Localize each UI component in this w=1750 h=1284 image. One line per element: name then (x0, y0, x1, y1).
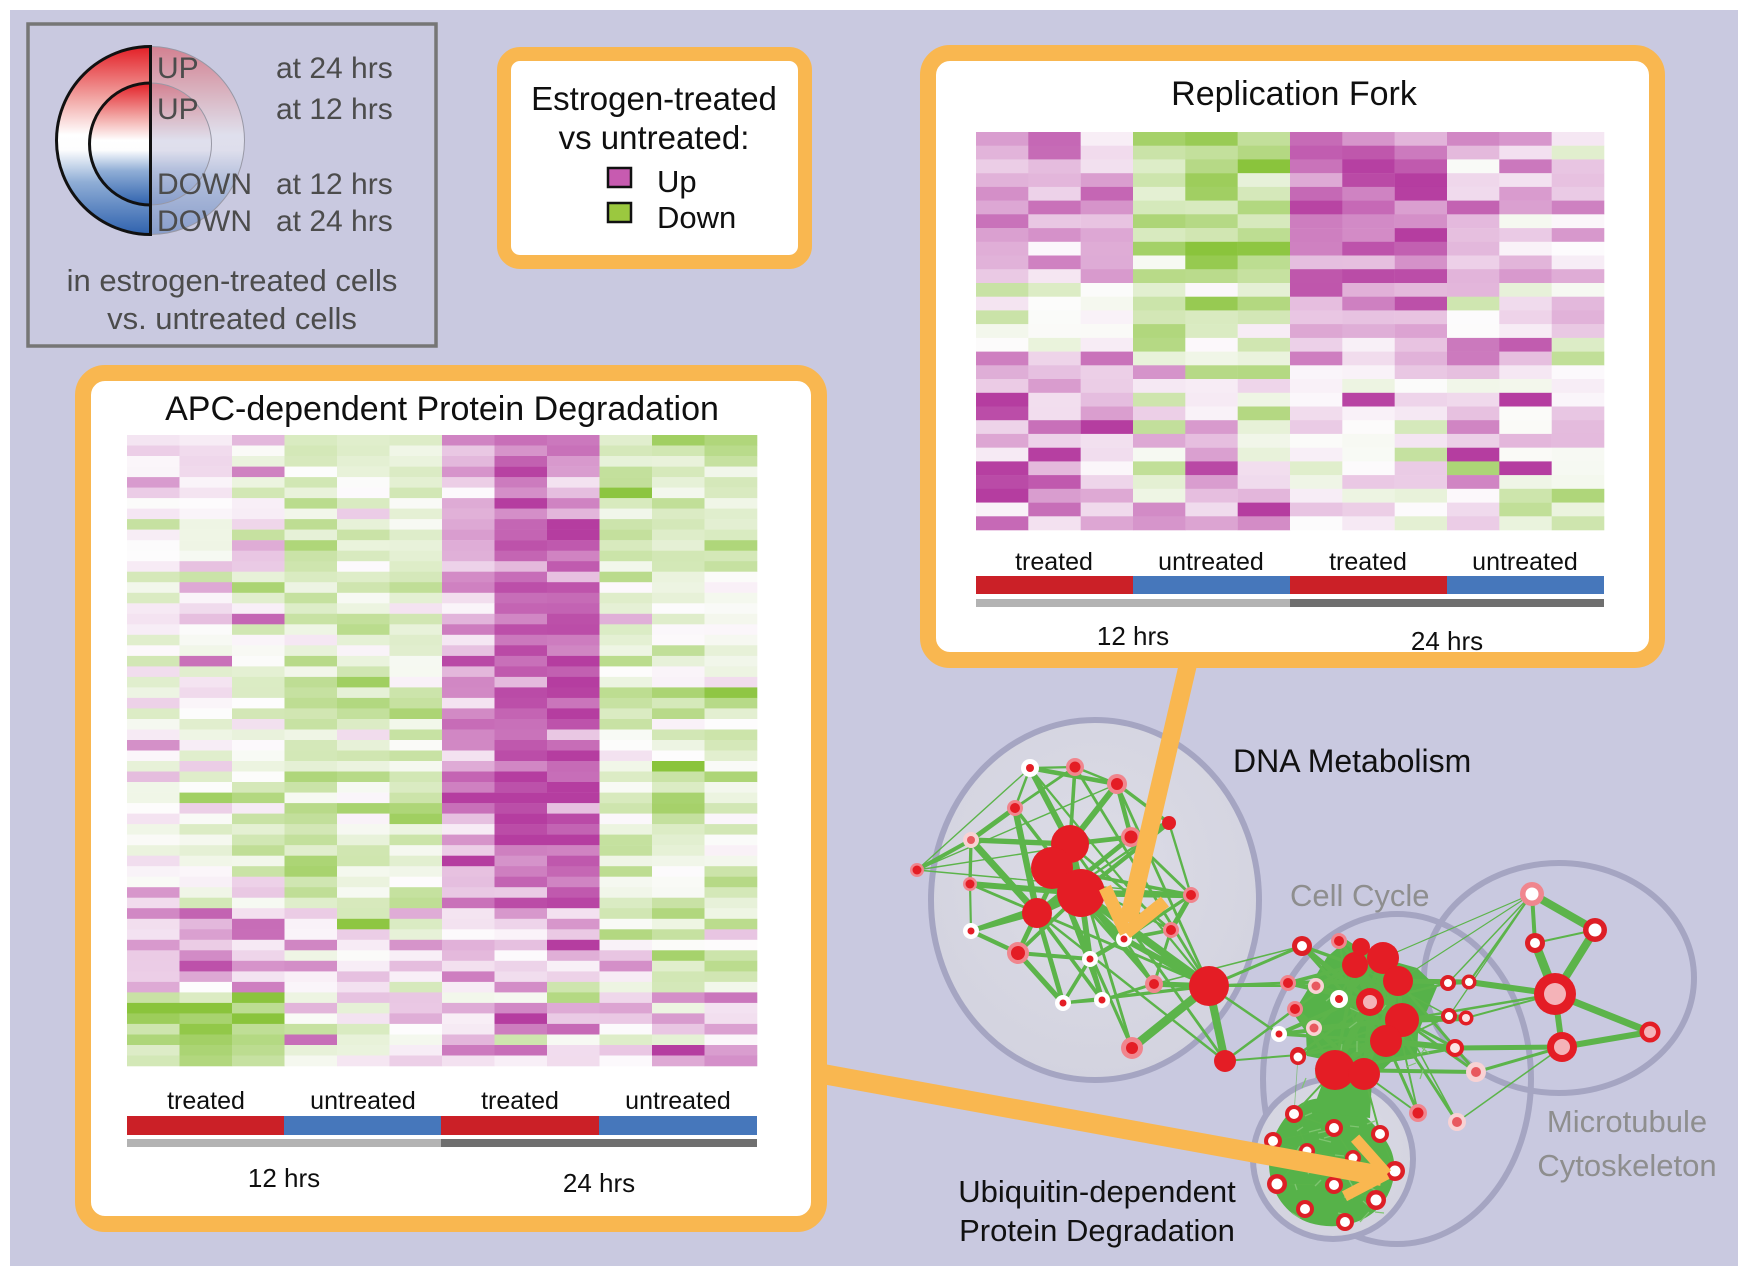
svg-text:treated: treated (1329, 548, 1407, 576)
svg-text:Estrogen-treated: Estrogen-treated (531, 80, 777, 117)
svg-text:in estrogen-treated cells: in estrogen-treated cells (67, 263, 398, 298)
svg-text:at 24 hrs: at 24 hrs (276, 205, 393, 238)
svg-text:APC-dependent Protein Degradat: APC-dependent Protein Degradation (165, 390, 719, 428)
svg-text:untreated: untreated (310, 1087, 416, 1115)
svg-text:DNA Metabolism: DNA Metabolism (1233, 743, 1471, 779)
svg-text:treated: treated (1015, 548, 1093, 576)
svg-text:Up: Up (657, 164, 697, 199)
svg-text:Cytoskeleton: Cytoskeleton (1537, 1148, 1716, 1183)
svg-text:at 24 hrs: at 24 hrs (276, 52, 393, 85)
svg-text:UP: UP (157, 93, 199, 126)
svg-text:12 hrs: 12 hrs (248, 1163, 320, 1193)
svg-text:treated: treated (167, 1087, 245, 1115)
svg-text:untreated: untreated (625, 1087, 731, 1115)
svg-text:treated: treated (481, 1087, 559, 1115)
svg-text:at 12 hrs: at 12 hrs (276, 93, 393, 126)
svg-text:24 hrs: 24 hrs (563, 1168, 635, 1198)
svg-text:vs untreated:: vs untreated: (559, 119, 750, 156)
svg-text:Replication Fork: Replication Fork (1171, 75, 1418, 113)
svg-text:Microtubule: Microtubule (1547, 1104, 1707, 1139)
svg-text:DOWN: DOWN (157, 205, 252, 238)
svg-text:Protein Degradation: Protein Degradation (959, 1213, 1235, 1248)
svg-text:24 hrs: 24 hrs (1411, 626, 1483, 656)
svg-text:untreated: untreated (1158, 548, 1264, 576)
svg-text:at 12 hrs: at 12 hrs (276, 168, 393, 201)
svg-text:vs. untreated cells: vs. untreated cells (107, 301, 357, 336)
svg-text:Cell Cycle: Cell Cycle (1290, 878, 1430, 913)
svg-text:UP: UP (157, 52, 199, 85)
svg-text:untreated: untreated (1472, 548, 1578, 576)
svg-text:12 hrs: 12 hrs (1097, 621, 1169, 651)
svg-text:Ubiquitin-dependent: Ubiquitin-dependent (958, 1174, 1236, 1209)
svg-text:Down: Down (657, 200, 736, 235)
svg-text:DOWN: DOWN (157, 168, 252, 201)
